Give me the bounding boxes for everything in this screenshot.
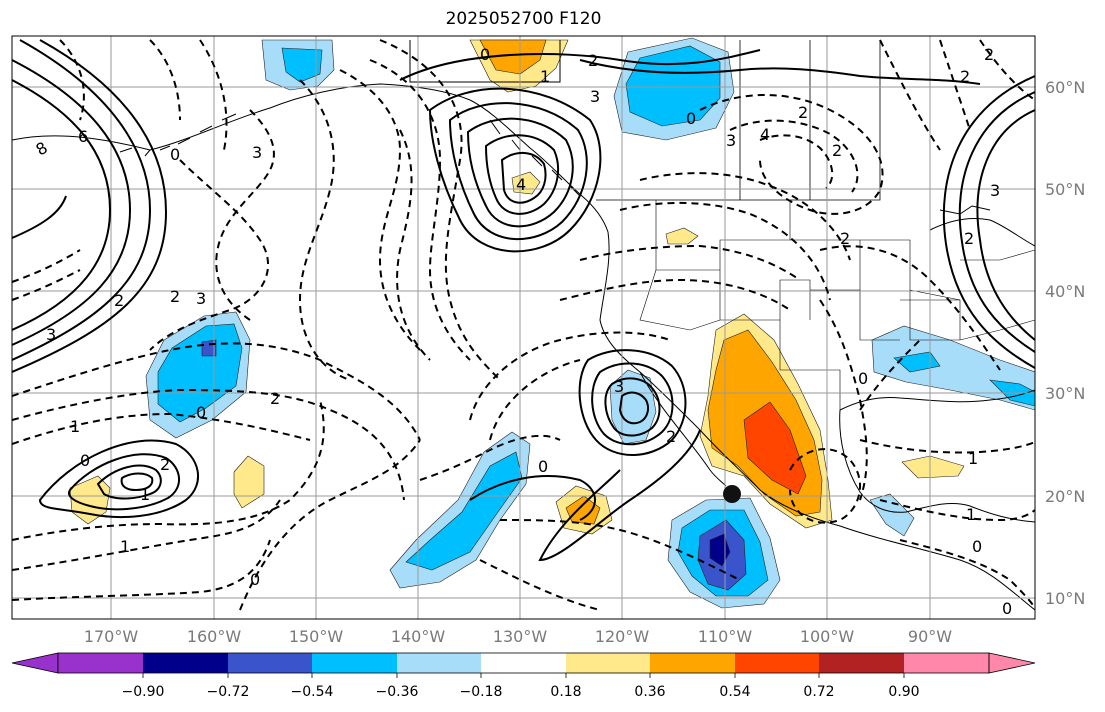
lat-tick: 10°N [1045, 589, 1085, 608]
svg-text:0: 0 [80, 451, 90, 470]
svg-text:3: 3 [614, 377, 624, 396]
lon-tick: 170°W [84, 627, 139, 646]
svg-text:2: 2 [984, 45, 994, 64]
colorbar-segment [481, 653, 566, 673]
shaded-field [69, 37, 1035, 609]
lat-tick: 20°N [1045, 487, 1085, 506]
location-marker [723, 485, 741, 503]
contour-labels: 6 8 3 2 2 3 2 0 1 1 1 0 2 0 3 0 0 1 2 3 … [33, 45, 1013, 618]
lon-tick: 90°W [908, 627, 952, 646]
svg-text:2: 2 [170, 287, 180, 306]
svg-text:1: 1 [968, 449, 978, 468]
svg-text:1: 1 [540, 67, 550, 86]
state-borders [639, 200, 1035, 410]
svg-text:3: 3 [46, 325, 56, 344]
map-border [11, 35, 1036, 620]
solid-contours [12, 39, 1035, 562]
dashed-contours [12, 39, 1035, 611]
colorbar-tick-label: 0.36 [634, 684, 665, 700]
svg-text:2: 2 [840, 229, 850, 248]
svg-text:0: 0 [196, 403, 206, 422]
colorbar-extend-low [11, 652, 59, 674]
colorbar-tick-label: 0.54 [719, 684, 750, 700]
svg-text:2: 2 [964, 229, 974, 248]
lat-axis: 10°N 20°N 30°N 40°N 50°N 60°N [1045, 78, 1085, 608]
svg-text:2: 2 [798, 103, 808, 122]
svg-text:0: 0 [1002, 599, 1012, 618]
svg-text:3: 3 [990, 181, 1000, 200]
svg-text:0: 0 [480, 45, 490, 64]
coastlines [12, 40, 1035, 611]
graticule [12, 36, 1035, 619]
lat-tick: 40°N [1045, 282, 1085, 301]
svg-text:3: 3 [590, 87, 600, 106]
svg-text:3: 3 [252, 143, 262, 162]
svg-text:3: 3 [196, 289, 206, 308]
svg-text:0: 0 [538, 457, 548, 476]
colorbar-tick-label: −0.18 [460, 684, 503, 700]
svg-text:2: 2 [114, 291, 124, 310]
svg-text:6: 6 [78, 127, 88, 146]
colorbar: −0.90 −0.72 −0.54 −0.36 −0.18 0.18 0.36 … [11, 652, 1036, 700]
lon-tick: 100°W [800, 627, 855, 646]
colorbar-tick-label: −0.54 [291, 684, 334, 700]
colorbar-segment [397, 653, 481, 673]
lon-axis: 170°W 160°W 150°W 140°W 130°W 120°W 110°… [84, 627, 952, 646]
colorbar-tick-label: −0.90 [122, 684, 165, 700]
lat-tick: 30°N [1045, 384, 1085, 403]
lon-tick: 130°W [493, 627, 548, 646]
colorbar-tick-label: 0.18 [550, 684, 581, 700]
svg-text:2: 2 [588, 51, 598, 70]
lat-tick: 50°N [1045, 180, 1085, 199]
colorbar-extend-high [988, 652, 1036, 674]
svg-text:4: 4 [516, 175, 526, 194]
svg-text:4: 4 [760, 125, 770, 144]
lon-tick: 160°W [187, 627, 242, 646]
colorbar-segment [312, 653, 397, 673]
colorbar-tick-label: −0.36 [376, 684, 419, 700]
svg-text:1: 1 [120, 537, 130, 556]
svg-text:2: 2 [666, 427, 676, 446]
svg-text:2: 2 [160, 455, 170, 474]
svg-text:2: 2 [270, 389, 280, 408]
colorbar-segment [143, 653, 228, 673]
lat-tick: 60°N [1045, 78, 1085, 97]
lon-tick: 120°W [595, 627, 650, 646]
colorbar-tick-label: −0.72 [207, 684, 250, 700]
colorbar-segment [650, 653, 735, 673]
svg-text:0: 0 [972, 537, 982, 556]
svg-text:0: 0 [170, 145, 180, 164]
colorbar-segment [819, 653, 904, 673]
lon-tick: 150°W [289, 627, 344, 646]
map-panel: 6 8 3 2 2 3 2 0 1 1 1 0 2 0 3 0 0 1 2 3 … [12, 36, 1035, 619]
colorbar-tick-label: 0.72 [803, 684, 834, 700]
map-title: 2025052700 F120 [445, 9, 602, 29]
svg-text:2: 2 [832, 141, 842, 160]
svg-text:0: 0 [250, 570, 260, 589]
lon-tick: 140°W [391, 627, 446, 646]
colorbar-segment [735, 653, 819, 673]
svg-text:1: 1 [70, 417, 80, 436]
svg-text:0: 0 [858, 369, 868, 388]
colorbar-segment [566, 653, 650, 673]
svg-text:3: 3 [726, 131, 736, 150]
colorbar-segment [904, 653, 989, 673]
colorbar-tick-label: 0.90 [888, 684, 919, 700]
colorbar-segment [228, 653, 312, 673]
svg-text:2: 2 [960, 67, 970, 86]
svg-text:1: 1 [966, 505, 976, 524]
svg-text:1: 1 [140, 485, 150, 504]
svg-text:0: 0 [686, 109, 696, 128]
lon-tick: 110°W [698, 627, 753, 646]
colorbar-segment [58, 653, 143, 673]
